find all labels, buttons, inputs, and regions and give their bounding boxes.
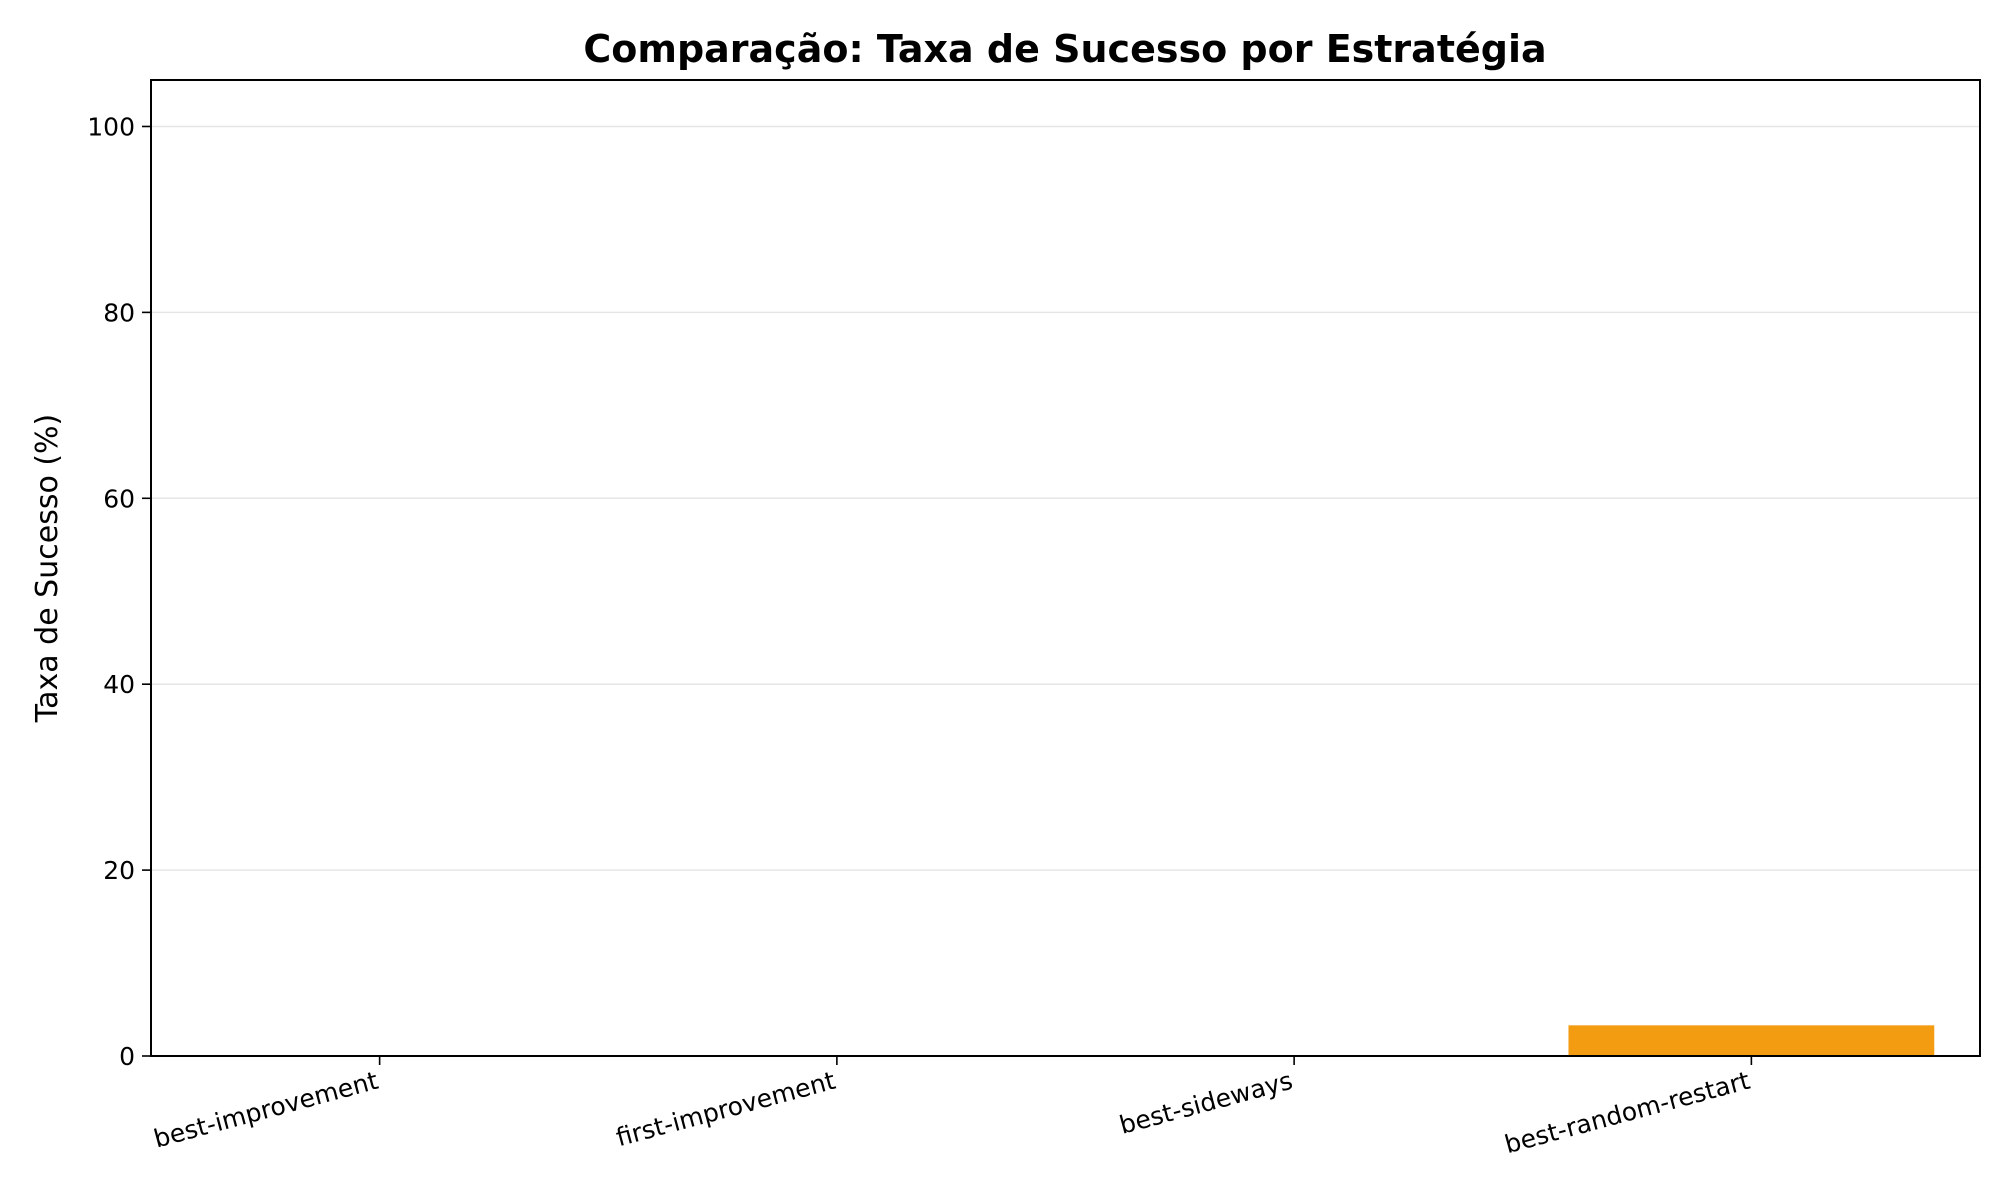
x-tick-label: best-improvement [151, 1066, 382, 1154]
x-tick-label: best-random-restart [1502, 1066, 1754, 1159]
bars [1568, 1025, 1935, 1056]
x-tick-label: best-sideways [1116, 1066, 1295, 1140]
plot-frame [150, 79, 1981, 1057]
y-axis-label: Taxa de Sucesso (%) [30, 414, 65, 724]
x-axis-ticks: best-improvement first-improvement best-si… [151, 1056, 1753, 1159]
y-tick-label: 80 [103, 298, 135, 327]
y-tick-label: 0 [119, 1042, 135, 1071]
y-tick-label: 100 [87, 112, 135, 141]
y-tick-label: 60 [103, 484, 135, 513]
x-tick-label: first-improvement [613, 1066, 839, 1152]
y-axis-ticks: 0 20 40 60 80 100 [87, 112, 151, 1071]
gridlines [151, 125, 1980, 871]
chart-title: Comparação: Taxa de Sucesso por Estratég… [583, 27, 1546, 71]
bar-best-random-restart [1568, 1025, 1935, 1056]
y-tick-label: 40 [103, 670, 135, 699]
y-tick-label: 20 [103, 856, 135, 885]
